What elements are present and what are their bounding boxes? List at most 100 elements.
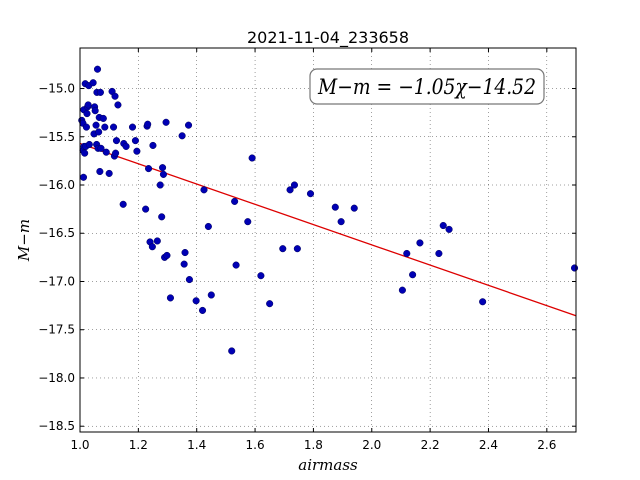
data-point [192,297,200,305]
data-point [131,137,139,145]
data-point [101,123,109,131]
data-point [416,239,424,247]
data-point [337,218,345,226]
data-point [350,204,358,212]
data-point [96,88,104,96]
data-point [228,347,236,355]
fit-line [79,142,577,317]
data-point [266,300,274,308]
data-point [84,101,92,109]
data-point [178,132,186,140]
data-point [128,123,137,131]
data-point [403,249,411,258]
y-tick-label: −15.0 [38,82,75,96]
data-point [232,261,240,269]
data-point [79,173,88,181]
data-point [257,272,265,280]
y-tick-label: −16.5 [38,226,75,240]
fit-equation-text: M−m = −1.05χ−14.52 [317,75,536,99]
data-point [570,264,579,272]
data-point [105,169,113,177]
x-tick-label: 1.0 [70,438,89,452]
data-point [122,142,130,150]
data-point [286,186,294,194]
y-tick-label: −18.0 [38,371,75,385]
data-point [142,205,150,213]
data-point [204,222,212,231]
data-point [85,140,93,149]
data-point [180,260,188,268]
x-tick-label: 1.4 [187,438,206,452]
plot-frame [79,47,577,433]
x-axis-label: airmass [298,456,358,474]
data-point [162,118,170,126]
data-point [198,306,207,314]
x-tick-label: 2.6 [537,438,556,452]
data-point [409,271,417,279]
data-point [184,121,193,129]
data-point [99,114,107,122]
data-point [96,167,104,176]
data-point [293,245,301,253]
x-tick-label: 1.8 [304,438,323,452]
data-point [279,245,287,253]
chart-title: 2021-11-04_233658 [247,28,409,48]
data-point [111,92,119,100]
data-point [200,186,208,194]
x-tick-labels: 1.0 1.2 1.4 1.6 1.8 2.0 2.2 2.4 2.6 [70,438,556,452]
data-point [290,181,298,189]
data-point [331,203,339,211]
data-point [148,243,156,251]
x-tick-label: 2.0 [362,438,381,452]
data-point [306,190,315,198]
data-point [159,164,167,172]
y-tick-label: −17.0 [38,274,75,288]
data-point [97,144,105,152]
y-tick-label: −16.0 [38,178,75,192]
data-point [145,165,153,173]
data-point [156,181,164,189]
x-tick-label: 2.2 [421,438,440,452]
data-point [144,120,152,128]
data-point [153,237,161,245]
data-point [92,121,100,129]
data-point [159,170,167,178]
data-point [149,141,157,149]
data-point [81,149,89,157]
data-point [89,79,97,87]
data-point [93,65,102,73]
y-tick-label: −18.5 [38,419,75,433]
y-tick-label: −15.5 [38,130,75,144]
data-point [82,123,90,131]
x-tick-label: 1.2 [129,438,148,452]
data-point [231,197,239,205]
points-layer [78,65,579,355]
data-point [445,225,453,233]
data-point [248,154,256,162]
data-point [112,137,121,145]
data-point [114,101,122,109]
fit-layer [79,142,577,317]
x-tick-label: 2.4 [479,438,498,452]
data-point [119,200,127,208]
x-tick-label: 1.6 [246,438,265,452]
y-axis-label: M−m [15,219,33,262]
data-point [181,248,189,257]
data-point [112,149,120,157]
data-point [398,286,406,294]
fit-equation-frame [309,68,545,105]
y-tick-label: −17.5 [38,323,75,337]
data-point [166,294,174,302]
data-point [83,110,91,118]
ticks-layer [79,48,576,432]
data-point [185,276,193,284]
fit-equation-box: M−m = −1.05χ−14.52 [309,68,545,105]
data-point [435,249,443,258]
data-point [439,221,447,230]
data-point [479,298,487,306]
data-point [95,128,103,136]
data-point [110,123,118,131]
data-point [91,107,99,115]
data-point [133,147,141,155]
